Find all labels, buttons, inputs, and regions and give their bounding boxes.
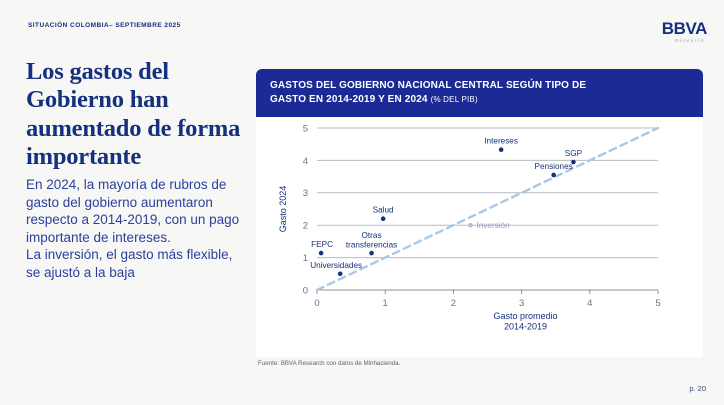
data-point [498,147,504,153]
scatter-plot-svg: 0 1 2 3 4 5 0 1 2 3 4 5 FEPC Universidades Otras transf… [278,123,661,332]
data-point-label: Otras transferencias [346,231,397,249]
x-tick-label: 1 [383,298,388,309]
data-point [337,271,343,277]
data-point-label: Inversión [476,221,510,230]
data-point [380,216,386,222]
bbva-logo: BBVA Research [661,19,708,43]
y-tick-label: 1 [303,253,308,264]
chart-title: GASTOS DEL GOBIERNO NACIONAL CENTRAL SEG… [270,79,689,106]
y-tick-label: 2 [303,221,308,232]
y-axis-title: Gasto 2024 [278,186,288,233]
data-point-label: SGP [565,149,583,158]
y-tick-label: 0 [303,285,308,296]
y-tick-label: 4 [303,156,308,167]
chart-source-note: Fuente: BBVA Research con datos de Minha… [258,360,401,367]
data-point-label: Universidades [310,261,362,270]
x-tick-label: 4 [587,298,592,309]
body-paragraph-2: La inversión, el gasto más flexible, se … [26,247,233,280]
y-tick-label: 5 [303,123,308,134]
bbva-logo-sub: Research [675,38,705,43]
data-point [571,159,576,165]
chart-title-line1: GASTOS DEL GOBIERNO NACIONAL CENTRAL SEG… [270,80,587,91]
data-point-label: Intereses [484,137,518,146]
bbva-logo-wordmark: BBVA [661,19,708,38]
chart-title-line2: GASTO EN 2014-2019 Y EN 2024 [270,93,428,105]
page-number: p. 20 [689,384,706,393]
y-tick-label: 3 [303,188,308,199]
chart-card: GASTOS DEL GOBIERNO NACIONAL CENTRAL SEG… [256,69,703,357]
chart-plot-area: 0 1 2 3 4 5 0 1 2 3 4 5 FEPC Universidades Otras transf… [256,117,703,349]
slide-kicker: SITUACIÓN COLOMBIA– SEPTIEMBRE 2025 [28,22,181,29]
data-point [369,250,374,256]
data-point [551,172,556,178]
data-point-label: Salud [373,206,394,215]
data-point [468,222,473,228]
x-tick-label: 3 [519,298,524,309]
x-axis-title: Gasto promedio 2014-2019 [493,311,557,332]
data-point-label: Pensiones [535,162,573,171]
data-point [318,250,324,256]
chart-card-header: GASTOS DEL GOBIERNO NACIONAL CENTRAL SEG… [256,69,703,117]
page-title: Los gastos del Gobierno han aumentado de… [26,58,241,171]
body-text: En 2024, la mayoría de rubros de gasto d… [26,176,241,281]
reference-line-45deg [315,126,660,292]
x-tick-label: 2 [451,298,456,309]
chart-title-unit: (% DEL PIB) [430,94,478,104]
x-tick-label: 0 [314,298,319,309]
x-tick-label: 5 [655,298,660,309]
body-paragraph-1: En 2024, la mayoría de rubros de gasto d… [26,177,240,245]
data-point-label: FEPC [311,240,333,249]
